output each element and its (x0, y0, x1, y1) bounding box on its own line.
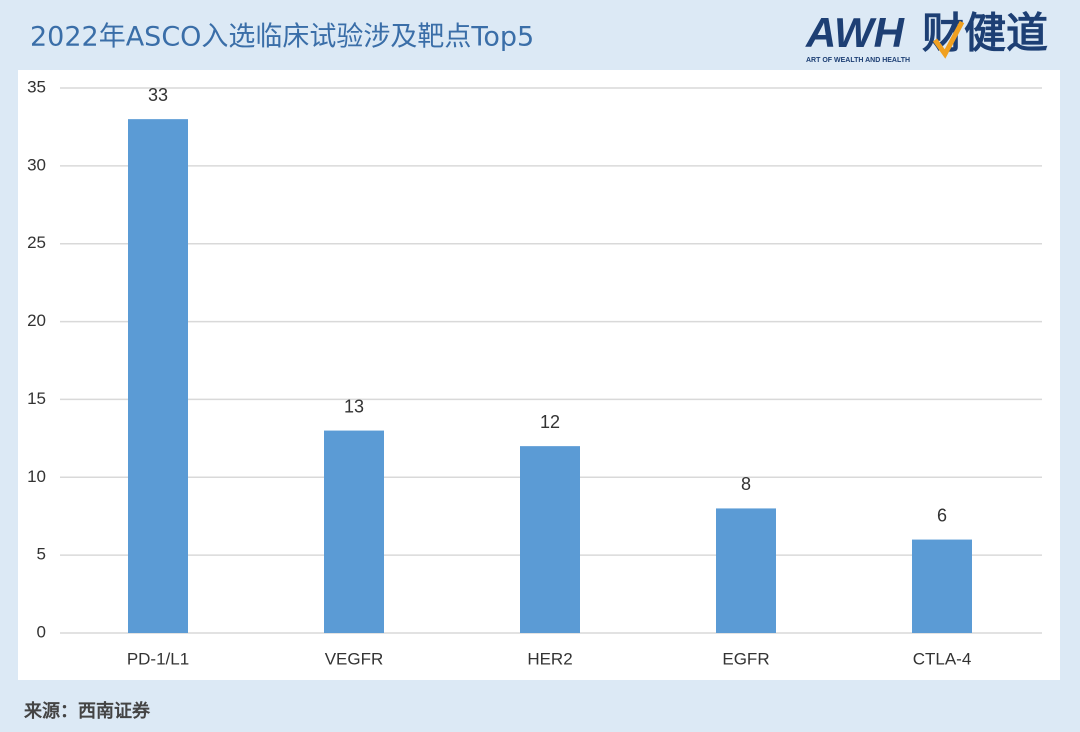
x-tick-label: EGFR (722, 649, 769, 668)
bar (716, 508, 776, 633)
x-tick-label: CTLA-4 (913, 649, 972, 668)
y-tick-label: 35 (27, 77, 46, 96)
bar (324, 430, 384, 633)
x-tick-label: VEGFR (325, 649, 384, 668)
y-tick-label: 5 (37, 545, 46, 564)
y-tick-label: 10 (27, 467, 46, 486)
y-tick-label: 15 (27, 389, 46, 408)
value-label: 13 (344, 396, 364, 416)
x-tick-label: HER2 (527, 649, 572, 668)
source: 来源：西南证券 (23, 700, 151, 722)
bar (912, 539, 972, 633)
value-label: 8 (741, 474, 751, 494)
chart-title: 2022年ASCO入选临床试验涉及靶点Top5 (30, 22, 534, 53)
y-tick-label: 30 (27, 155, 46, 174)
bar (128, 119, 188, 633)
bar (520, 446, 580, 633)
value-label: 12 (540, 412, 560, 432)
y-tick-label: 25 (27, 233, 46, 252)
y-tick-label: 0 (37, 622, 46, 641)
value-label: 6 (937, 505, 947, 525)
logo-tagline: ART OF WEALTH AND HEALTH (806, 57, 910, 64)
logo-check (932, 20, 965, 59)
x-tick-label: PD-1/L1 (127, 649, 189, 668)
y-tick-label: 20 (27, 311, 46, 330)
logo-mark: AWH (805, 9, 906, 56)
value-label: 33 (148, 85, 168, 105)
